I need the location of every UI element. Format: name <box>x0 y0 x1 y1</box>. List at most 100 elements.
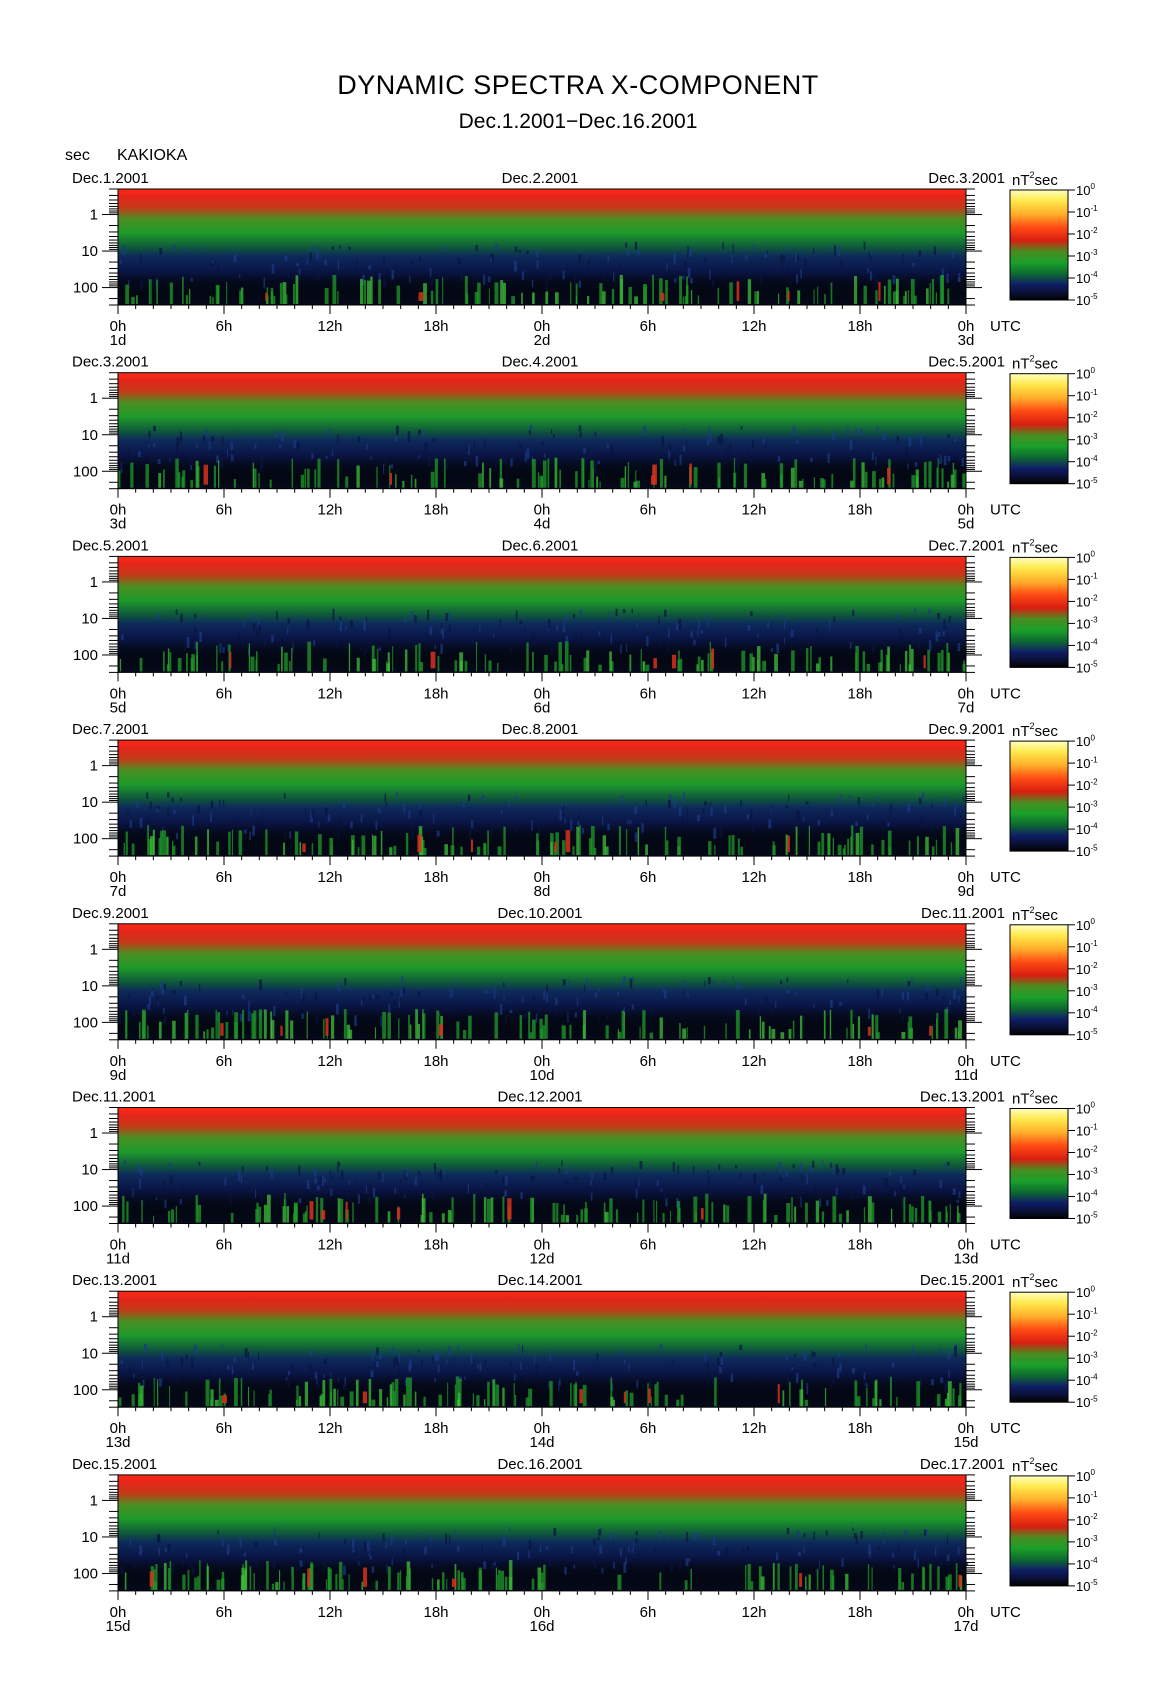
x-tick-label: 0h <box>958 1237 975 1254</box>
noise-streak <box>244 1348 248 1358</box>
activity-streak <box>217 1012 221 1039</box>
activity-streak <box>249 1566 252 1590</box>
x-tick-label: 0h <box>958 1053 975 1070</box>
noise-streak <box>218 1001 220 1007</box>
noise-streak <box>613 272 615 282</box>
activity-streak <box>155 1563 158 1590</box>
noise-streak <box>942 996 945 1001</box>
activity-streak <box>484 1197 487 1223</box>
activity-streak <box>705 1193 709 1223</box>
activity-streak <box>929 282 931 304</box>
noise-streak <box>702 808 705 813</box>
noise-streak <box>182 1556 185 1566</box>
noise-streak <box>292 642 294 652</box>
activity-streak <box>789 1381 791 1407</box>
activity-streak <box>476 1395 480 1407</box>
noise-streak <box>148 996 151 1006</box>
x-unit-label: UTC <box>990 685 1021 702</box>
noise-streak <box>226 1010 228 1016</box>
noise-streak <box>546 992 549 1002</box>
activity-streak <box>131 296 135 304</box>
noise-streak <box>376 1347 379 1355</box>
noise-streak <box>803 1545 805 1554</box>
noise-streak <box>634 806 638 814</box>
noise-streak <box>398 1366 401 1378</box>
color-bar-tick-label: 10-1 <box>1076 1123 1098 1139</box>
noise-streak <box>932 642 935 648</box>
activity-streak <box>423 283 427 304</box>
noise-streak <box>886 1177 889 1187</box>
noise-streak <box>299 1560 303 1567</box>
noise-streak <box>871 1009 875 1020</box>
activity-streak <box>283 1198 286 1223</box>
activity-streak <box>953 469 957 488</box>
noise-streak <box>917 1557 919 1568</box>
activity-streak <box>652 274 654 304</box>
noise-streak <box>729 443 732 454</box>
activity-streak <box>502 1387 505 1407</box>
noise-streak <box>430 278 434 285</box>
noise-streak <box>419 256 421 263</box>
noise-streak <box>479 1363 482 1371</box>
activity-streak <box>216 645 218 672</box>
activity-streak <box>554 661 557 672</box>
activity-streak <box>908 840 911 856</box>
noise-streak <box>962 796 964 801</box>
noise-streak <box>431 1564 433 1569</box>
activity-streak <box>682 296 685 304</box>
activity-streak <box>593 847 597 856</box>
activity-streak <box>462 1577 466 1590</box>
noise-streak <box>847 621 849 626</box>
noise-streak <box>673 799 676 809</box>
activity-streak <box>818 657 821 672</box>
hot-spot <box>878 282 881 301</box>
noise-streak <box>190 278 193 282</box>
activity-streak <box>935 292 937 304</box>
activity-streak <box>210 1389 214 1407</box>
activity-streak <box>581 457 585 488</box>
noise-streak <box>747 624 751 631</box>
noise-streak <box>394 437 398 442</box>
color-bar-tick-label: 10-3 <box>1076 1350 1098 1366</box>
activity-streak <box>590 825 595 856</box>
noise-streak <box>737 982 740 990</box>
color-bar-tick-label: 10-3 <box>1076 799 1098 815</box>
activity-streak <box>789 1566 792 1590</box>
noise-streak <box>712 980 715 985</box>
noise-streak <box>259 979 263 991</box>
noise-streak <box>893 1564 895 1569</box>
activity-streak <box>484 654 487 672</box>
noise-streak <box>194 641 198 650</box>
activity-streak <box>399 1570 402 1590</box>
activity-streak <box>296 1385 299 1407</box>
activity-streak <box>619 274 623 304</box>
noise-streak <box>639 1161 643 1170</box>
x-tick-label: 6h <box>640 1604 657 1621</box>
activity-streak <box>664 826 667 856</box>
activity-streak <box>398 1018 400 1039</box>
activity-streak <box>903 296 906 304</box>
activity-streak <box>317 458 321 488</box>
noise-streak <box>626 644 628 653</box>
noise-streak <box>283 792 286 799</box>
noise-streak <box>561 1160 563 1167</box>
noise-streak <box>146 792 149 799</box>
noise-streak <box>833 616 836 623</box>
noise-streak <box>414 1176 418 1186</box>
activity-streak <box>387 1211 391 1223</box>
activity-streak <box>911 475 916 488</box>
activity-streak <box>658 278 663 304</box>
noise-streak <box>796 1530 799 1538</box>
activity-streak <box>248 643 250 672</box>
noise-streak <box>832 1379 834 1385</box>
activity-streak <box>664 1394 668 1407</box>
activity-streak <box>898 1568 902 1590</box>
noise-streak <box>871 451 874 461</box>
color-bar-tick-label: 10-5 <box>1076 843 1098 859</box>
noise-streak <box>251 1362 254 1370</box>
noise-streak <box>447 612 450 621</box>
x-axis <box>117 1223 967 1233</box>
activity-streak <box>348 1029 353 1039</box>
